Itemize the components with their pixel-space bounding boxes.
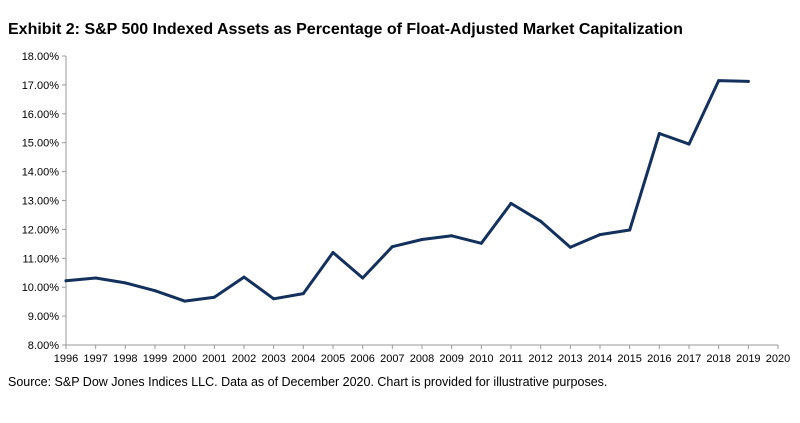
x-tick-label: 2014 <box>588 353 612 365</box>
data-point <box>212 295 216 299</box>
x-tick-label: 1998 <box>113 353 137 365</box>
y-axis: 8.00% 9.00% 10.00% 11.00% 12.00% 13.00% 14.00%… <box>22 51 67 352</box>
series-line <box>64 79 750 303</box>
data-point <box>568 245 572 249</box>
data-point <box>153 289 157 293</box>
data-point <box>628 228 632 232</box>
x-tick-label: 2017 <box>677 353 701 365</box>
data-point <box>331 251 335 254</box>
x-tick-label: 1996 <box>54 353 78 365</box>
data-point <box>539 219 543 223</box>
y-tick-label: 12.00% <box>22 224 60 236</box>
x-tick-label: 2008 <box>410 353 434 365</box>
x-tick-label: 2012 <box>528 353 552 365</box>
data-point <box>598 233 602 237</box>
data-point <box>361 276 365 280</box>
y-tick-label: 14.00% <box>22 167 60 179</box>
x-tick-label: 2018 <box>706 353 730 365</box>
x-tick-label: 2006 <box>350 353 374 365</box>
x-tick-label: 2007 <box>380 353 404 365</box>
data-point <box>272 297 276 301</box>
y-tick-label: 17.00% <box>22 80 60 92</box>
x-tick-label: 2000 <box>172 353 196 365</box>
data-point <box>509 201 513 205</box>
y-tick-label: 11.00% <box>23 253 60 265</box>
x-tick-label: 1997 <box>83 353 107 365</box>
y-tick-label: 10.00% <box>22 282 60 294</box>
data-point <box>657 132 661 135</box>
data-point <box>717 79 721 83</box>
data-point <box>390 245 394 249</box>
x-tick-label: 2020 <box>766 353 790 365</box>
y-tick-label: 18.00% <box>22 51 60 63</box>
data-point <box>123 281 127 285</box>
source-note: Source: S&P Dow Jones Indices LLC. Data … <box>8 375 608 389</box>
series-layer <box>64 79 750 303</box>
data-point <box>183 299 187 303</box>
x-axis: 1996 1997 1998 1999 2000 2001 2002 2003 2004 2005… <box>54 344 790 365</box>
data-point <box>746 79 750 83</box>
x-tick-label: 2009 <box>439 353 463 365</box>
y-tick-label: 16.00% <box>22 109 60 121</box>
x-tick-label: 2013 <box>558 353 582 365</box>
y-tick-label: 13.00% <box>22 196 60 208</box>
x-tick-label: 2019 <box>736 353 760 365</box>
data-point <box>94 276 98 280</box>
data-point <box>64 279 68 283</box>
x-tick-label: 2011 <box>499 353 523 365</box>
x-tick-label: 2001 <box>202 353 226 365</box>
x-tick-label: 2010 <box>469 353 493 365</box>
x-tick-label: 2004 <box>291 353 315 365</box>
data-point <box>687 142 691 146</box>
x-tick-label: 1999 <box>143 353 167 365</box>
data-point <box>301 292 305 296</box>
data-point <box>479 241 483 245</box>
y-tick-label: 8.00% <box>28 340 59 352</box>
x-tick-label: 2015 <box>617 353 641 365</box>
y-tick-label: 15.00% <box>22 138 60 150</box>
chart-title: Exhibit 2: S&P 500 Indexed Assets as Per… <box>8 21 683 38</box>
data-point <box>450 234 454 238</box>
y-tick-label: 9.00% <box>28 311 59 323</box>
data-point <box>242 275 246 279</box>
x-tick-label: 2002 <box>232 353 256 365</box>
data-point <box>420 238 424 241</box>
x-tick-label: 2005 <box>321 353 345 365</box>
x-tick-label: 2016 <box>647 353 671 365</box>
x-tick-label: 2003 <box>261 353 285 365</box>
